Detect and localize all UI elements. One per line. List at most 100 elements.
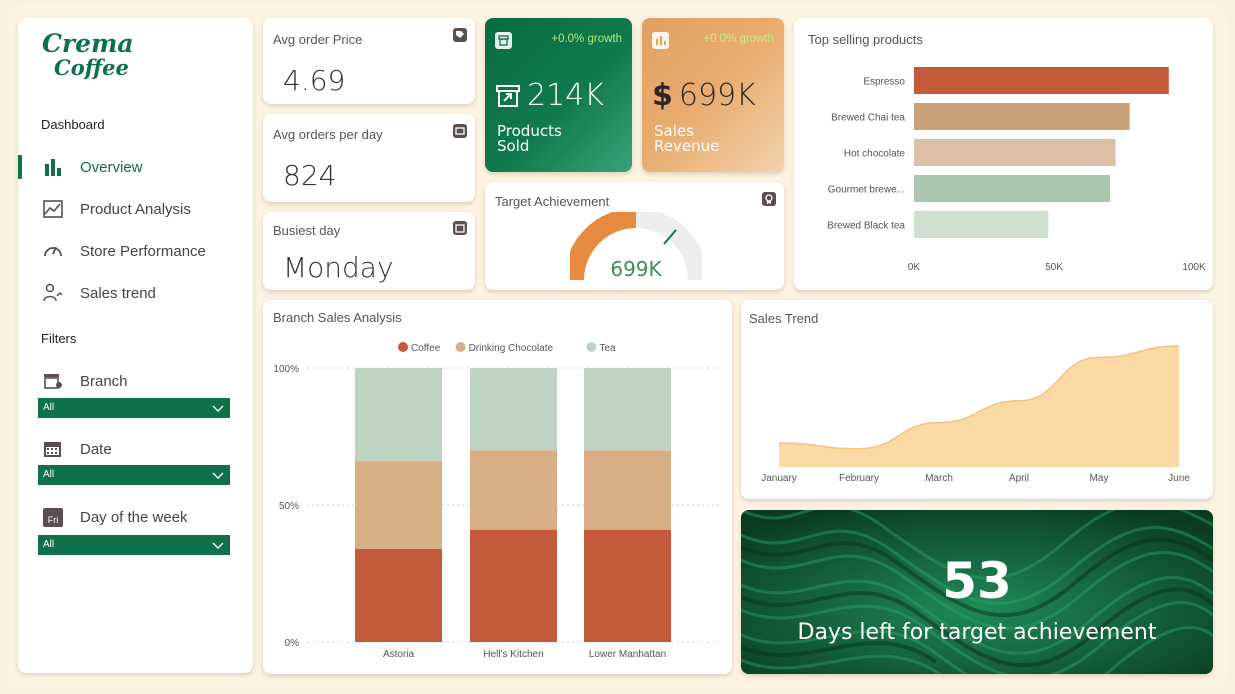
product-label: Hot chocolate (844, 149, 906, 160)
store-icon (44, 374, 62, 389)
x-month-label: January (761, 473, 797, 484)
kpi-value: 824 (283, 159, 337, 192)
branch-sales-card: Branch Sales Analysis Coffee Drinking Cho… (263, 300, 732, 674)
bar-chart-small-icon (652, 32, 669, 49)
kpi-avg-orders-per-day: Avg orders per day 824 (263, 114, 475, 202)
legend-label: Drinking Chocolate (469, 343, 554, 354)
days-left-number: 53 (942, 552, 1012, 610)
x-category-label: Astoria (383, 649, 415, 660)
chevron-down-icon (212, 542, 224, 549)
sales-revenue-label: Sales Revenue (654, 124, 719, 154)
x-tick-label: 50K (1045, 262, 1063, 273)
stacked-segment (470, 450, 557, 530)
nav-item-overview[interactable]: Overview (18, 150, 253, 184)
calendar-day-text: Fri (48, 515, 59, 525)
kpi-busiest-day: Busiest day Monday (263, 212, 475, 290)
stacked-segment (355, 461, 442, 549)
kpi-title: Busiest day (273, 223, 341, 238)
award-icon (762, 192, 776, 206)
sales-trend-chart: January February March April May June (761, 345, 1190, 484)
sales-revenue-label-line1: Sales (654, 122, 694, 140)
day-of-week-select[interactable]: All (38, 535, 230, 555)
date-select-value: All (43, 469, 55, 480)
products-sold-value-row: 214K (495, 78, 604, 113)
calendar-small-icon (453, 221, 467, 235)
sidebar: Crema Coffee Dashboard Overview Product … (18, 18, 253, 673)
y-tick-label: 0% (285, 638, 300, 649)
product-label: Brewed Black tea (827, 221, 905, 232)
sales-revenue-growth: +0.0% growth (703, 33, 774, 45)
brand-line1: Crema (42, 29, 134, 58)
box-arrow-icon (496, 84, 520, 107)
top-products-title: Top selling products (808, 32, 923, 47)
nav-item-store-performance[interactable]: Store Performance (18, 234, 253, 268)
calendar-icon (44, 442, 61, 457)
products-sold-value: 214K (527, 78, 604, 113)
stacked-segment (470, 529, 557, 642)
sales-revenue-value: 699K (678, 78, 756, 113)
product-label: Brewed Chai tea (831, 113, 905, 124)
nav-label: Sales trend (80, 284, 156, 302)
product-label: Gourmet brewe... (828, 185, 905, 196)
filter-label-day-of-week: Fri Day of the week (42, 506, 188, 528)
trend-line (778, 345, 1180, 450)
filter-label-text: Branch (80, 372, 128, 390)
kpi-avg-order-price: Avg order Price 4.69 (263, 18, 475, 104)
x-tick-label: 0K (908, 262, 921, 273)
gauge-fill (570, 212, 637, 281)
gauge-target-marker (663, 229, 677, 245)
products-sold-growth: +0.0% growth (551, 33, 622, 45)
gauge-icon (44, 246, 62, 257)
currency-symbol: $ (652, 78, 673, 113)
product-label: Espresso (863, 77, 905, 88)
y-tick-label: 50% (279, 501, 299, 512)
target-title: Target Achievement (495, 194, 610, 209)
products-sold-label-line1: Products (497, 122, 562, 140)
x-month-label: March (925, 473, 953, 484)
archive-icon (495, 32, 512, 49)
target-achievement-card: Target Achievement 699K (485, 182, 784, 290)
legend-marker (586, 342, 597, 352)
product-bar (914, 67, 1169, 94)
calendar-day-icon: Fri (43, 508, 63, 527)
tag-icon (453, 28, 467, 42)
product-bar (914, 139, 1116, 166)
kpi-title: Avg orders per day (273, 127, 383, 142)
date-select[interactable]: All (38, 465, 230, 485)
sales-revenue-value-row: $ 699K (652, 78, 756, 113)
legend-label: Coffee (411, 343, 441, 354)
kpi-title: Avg order Price (273, 32, 363, 47)
branch-select[interactable]: All (38, 398, 230, 418)
brand-logo: Crema Coffee (42, 29, 134, 80)
target-gauge: 699K (570, 212, 702, 281)
kpi-value: Monday (283, 251, 394, 284)
filter-label-date: Date (42, 439, 112, 459)
chevron-down-icon (212, 405, 224, 412)
branch-select-value: All (43, 402, 55, 413)
products-sold-card: +0.0% growth 214K Products Sold (485, 18, 632, 172)
stacked-segment (584, 368, 671, 451)
x-category-label: Lower Manhattan (589, 649, 666, 660)
legend-marker (398, 342, 408, 352)
nav-item-product-analysis[interactable]: Product Analysis (18, 192, 253, 226)
bar-chart-icon (45, 159, 61, 176)
branch-sales-chart: Coffee Drinking Chocolate Tea 100% 50% 0% Asto… (273, 342, 723, 660)
day-of-week-select-value: All (43, 539, 55, 550)
filter-label-text: Date (80, 440, 112, 458)
top-products-chart: Espresso Brewed Chai tea Hot chocolate Gour… (827, 67, 1206, 273)
sales-trend-title: Sales Trend (749, 311, 819, 326)
nav-item-sales-trend[interactable]: Sales trend (18, 276, 253, 310)
x-month-label: June (1168, 473, 1190, 484)
product-bar (914, 211, 1049, 238)
days-left-text: Days left for target achievement (797, 620, 1157, 645)
nav-label: Overview (80, 158, 143, 176)
x-category-label: Hell's Kitchen (483, 649, 543, 660)
users-trend-icon (43, 283, 63, 302)
filter-label-branch: Branch (42, 371, 128, 391)
trend-area (779, 345, 1179, 467)
sales-trend-card: Sales Trend January February March April May… (741, 300, 1213, 499)
countdown-banner: 53 Days left for target achievement (741, 510, 1213, 674)
brand-line2: Coffee (54, 55, 129, 80)
banner-pattern (741, 510, 1213, 674)
filters-heading: Filters (41, 331, 77, 346)
